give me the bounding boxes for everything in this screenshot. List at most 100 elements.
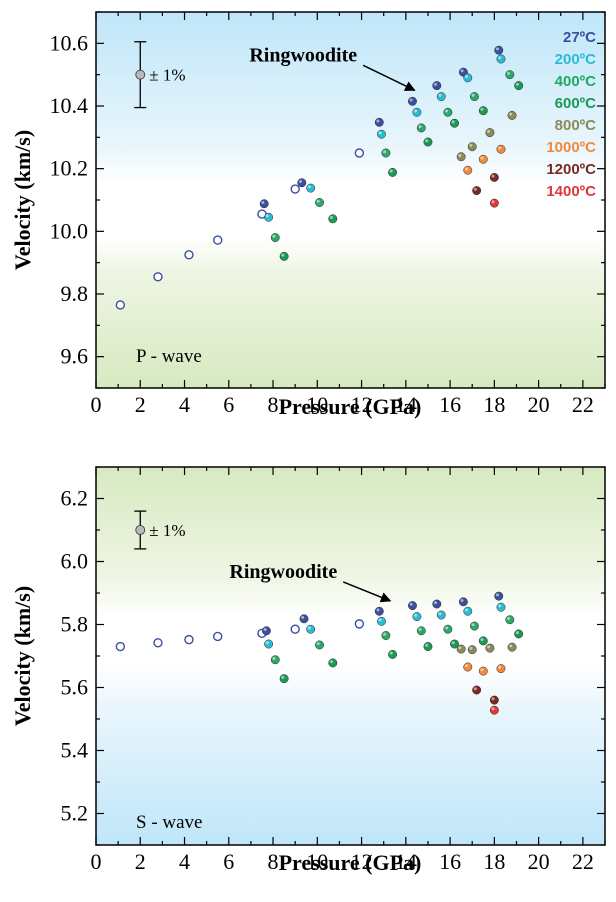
- data-point: [463, 73, 473, 83]
- temperature-legend: 27ºC 200ºC 400ºC 600ºC 800ºC 1000ºC 1200ºC 1400…: [546, 29, 596, 200]
- x-tick-label: 0: [91, 849, 102, 874]
- data-point-highlight: [460, 69, 464, 73]
- data-point-highlight: [480, 156, 484, 160]
- data-point-highlight: [473, 187, 477, 191]
- x-tick-label: 14: [395, 392, 417, 417]
- p-wave-x-axis-title: Pressure (GPa): [279, 394, 422, 419]
- p-wave-y-axis-title: Velocity (km/s): [10, 130, 35, 270]
- data-point: [306, 183, 316, 193]
- data-point: [377, 129, 386, 139]
- p-wave-panel: 0 2 4 6 8 10 12 14 16 18 20 22 9.6 9.8 10.0 10.2 10.4 10.…: [10, 11, 606, 419]
- data-point: [478, 106, 488, 116]
- y-tick-label: 6.0: [61, 549, 89, 574]
- x-tick-label: 12: [351, 392, 373, 417]
- data-point: [279, 251, 289, 261]
- data-point-highlight: [480, 107, 484, 111]
- x-tick-label: 18: [483, 849, 505, 874]
- data-point: [494, 591, 504, 601]
- legend-item: 400ºC: [555, 73, 597, 90]
- data-point: [505, 615, 515, 625]
- data-point: [443, 107, 453, 117]
- x-tick-label: 22: [572, 849, 594, 874]
- data-point: [496, 664, 506, 674]
- data-point-highlight: [316, 642, 320, 646]
- data-point: [290, 624, 300, 634]
- data-point-highlight: [329, 216, 333, 219]
- data-point-highlight: [445, 626, 449, 630]
- data-point: [388, 167, 397, 177]
- data-point-highlight: [498, 604, 502, 608]
- x-tick-label: 20: [528, 849, 550, 874]
- data-point-highlight: [378, 131, 382, 135]
- legend-item: 27ºC: [563, 29, 596, 46]
- data-point-highlight: [515, 82, 519, 86]
- data-point-highlight: [491, 697, 495, 701]
- s-wave-label: S - wave: [136, 812, 202, 833]
- data-point: [478, 666, 488, 676]
- s-wave-panel: 0 2 4 6 8 10 12 14 16 18 20 22 5.2 5.4 5.6 5.8 6.0 6.2 ± …: [10, 466, 606, 875]
- s-wave-x-axis-title: Pressure (GPa): [279, 850, 422, 875]
- data-point-highlight: [515, 631, 519, 635]
- data-point-highlight: [383, 632, 387, 636]
- data-point-highlight: [414, 613, 418, 617]
- x-tick-label: 16: [439, 392, 461, 417]
- y-tick-label: 9.6: [61, 344, 89, 369]
- data-point: [374, 117, 384, 127]
- data-point: [489, 695, 499, 705]
- x-tick-label: 6: [223, 392, 234, 417]
- y-tick-label: 5.8: [61, 612, 89, 637]
- data-point: [463, 606, 473, 616]
- x-tick-label: 12: [351, 849, 373, 874]
- data-point: [456, 152, 466, 162]
- data-point: [297, 178, 307, 188]
- y-tick-label: 10.0: [50, 218, 89, 243]
- data-point-highlight: [471, 623, 475, 627]
- data-point-highlight: [316, 199, 320, 203]
- data-point: [381, 631, 391, 640]
- data-point: [416, 626, 426, 636]
- data-point: [184, 250, 194, 260]
- legend-item: 1200ºC: [546, 161, 596, 178]
- data-point-highlight: [507, 616, 511, 620]
- annotation-arrow: [362, 64, 416, 92]
- data-point: [496, 602, 506, 612]
- data-point-highlight: [480, 668, 484, 672]
- data-point: [374, 606, 384, 616]
- s-wave-axis-ticks: 0 2 4 6 8 10 12 14 16 18 20 22 5.2 5.4 5.6 5.8 6.0 6.2: [61, 466, 606, 874]
- data-point-highlight: [487, 645, 491, 649]
- data-point-highlight: [458, 646, 462, 650]
- data-point: [514, 629, 524, 639]
- data-point-highlight: [265, 641, 269, 645]
- data-point: [478, 154, 488, 164]
- s-wave-y-axis-title: Velocity (km/s): [10, 586, 35, 726]
- data-point-highlight: [418, 628, 422, 631]
- data-point-highlight: [418, 125, 422, 129]
- s-wave-data-points: [115, 591, 524, 715]
- x-tick-label: 10: [306, 392, 328, 417]
- s-wave-annotation-label: Ringwoodite: [229, 561, 337, 583]
- data-point: [270, 233, 280, 243]
- p-wave-label: P - wave: [136, 346, 202, 367]
- y-tick-label: 10.6: [50, 30, 89, 55]
- data-point: [261, 626, 271, 636]
- y-tick-label: 10.4: [50, 93, 89, 118]
- annotation-arrow: [342, 581, 392, 603]
- data-point-highlight: [460, 599, 464, 603]
- data-point-highlight: [434, 82, 438, 86]
- data-point-highlight: [383, 150, 387, 154]
- data-point-highlight: [307, 185, 311, 189]
- y-tick-label: 6.2: [61, 486, 89, 511]
- data-point-highlight: [329, 660, 333, 664]
- data-point: [354, 148, 365, 158]
- data-point-highlight: [464, 664, 468, 668]
- data-point: [153, 638, 163, 648]
- data-point: [436, 92, 446, 102]
- legend-item: 200ºC: [555, 51, 597, 68]
- data-point-highlight: [498, 665, 502, 669]
- data-point: [153, 272, 163, 282]
- data-point-highlight: [451, 641, 455, 645]
- x-tick-label: 4: [179, 849, 190, 874]
- data-point-highlight: [299, 179, 303, 183]
- data-point-highlight: [495, 593, 499, 597]
- data-point: [299, 614, 309, 624]
